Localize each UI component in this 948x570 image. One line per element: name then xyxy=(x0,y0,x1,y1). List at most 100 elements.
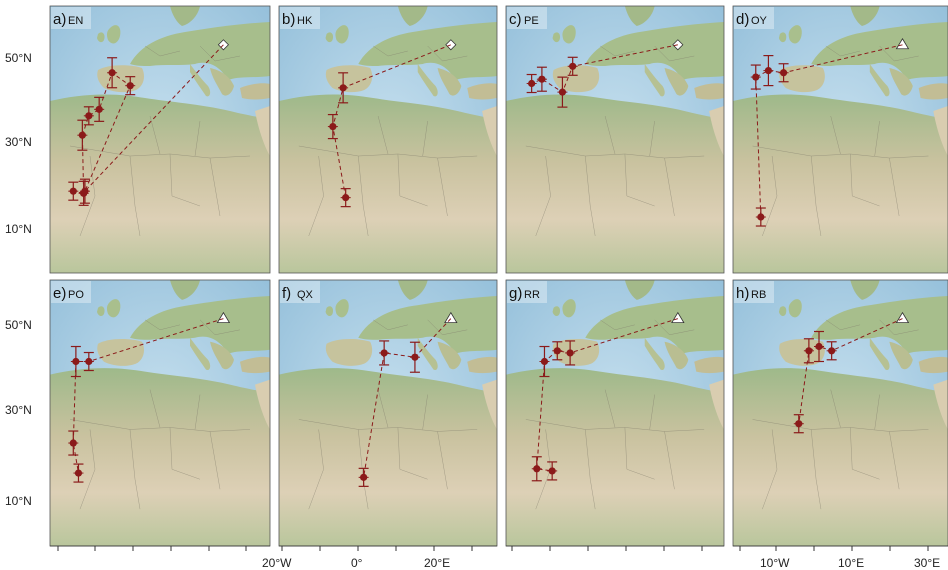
y-tick-label: 30°N xyxy=(5,403,32,417)
panel-letter: b) xyxy=(282,11,295,28)
stopover-point xyxy=(79,178,90,204)
panel-species-code: QX xyxy=(297,289,314,301)
panels-layer: a) EN b) HK c) PE d) OY e) PO f) QX g) RR h) RB xyxy=(49,5,948,547)
stopover-point xyxy=(68,430,79,456)
stopover-point xyxy=(83,351,94,372)
x-tick-label: 20°E xyxy=(424,556,450,570)
panel-letter: a) xyxy=(53,11,66,28)
panel-label: g) RR xyxy=(507,281,547,303)
panel-label: b) HK xyxy=(280,7,320,29)
panel-label: h) RB xyxy=(734,281,774,303)
panel-letter: c) xyxy=(509,11,522,28)
x-tick-label: 10°E xyxy=(838,556,864,570)
panel-label: e) PO xyxy=(51,281,91,303)
map-panel-rb: h) RB xyxy=(732,279,948,547)
map-background xyxy=(733,280,948,546)
panel-label: d) OY xyxy=(734,7,774,29)
breeding-site-diamond-icon xyxy=(672,39,684,51)
x-axis-ticks xyxy=(50,545,948,551)
stopover-point xyxy=(125,76,136,96)
x-tick-label: 0° xyxy=(351,556,363,570)
stopover-point xyxy=(340,188,351,208)
x-tick-label: 10°W xyxy=(760,556,790,570)
panel-label: a) EN xyxy=(51,7,91,29)
breeding-site-triangle-icon xyxy=(444,311,458,324)
map-panel-rr: g) RR xyxy=(505,279,725,547)
migration-route xyxy=(755,44,903,218)
x-axis-labels-col4: 10°W 10°E 30°E xyxy=(760,556,940,570)
panel-frame xyxy=(278,5,498,274)
stopover-point xyxy=(755,207,766,227)
stopover-point xyxy=(338,72,349,104)
panel-label: c) PE xyxy=(507,7,547,29)
y-tick-label: 50°N xyxy=(5,51,32,65)
stopover-point xyxy=(567,56,578,76)
stopover-point xyxy=(803,338,814,364)
y-axis-top: 50°N 30°N 10°N xyxy=(5,51,32,236)
map-panel-pe: c) PE xyxy=(505,5,725,274)
map-panel-en: a) EN xyxy=(49,5,271,274)
stopover-point xyxy=(68,181,79,201)
x-axis-labels-col2: 20°W 0° 20°E xyxy=(262,556,450,570)
y-tick-label: 10°N xyxy=(5,494,32,508)
stopover-point xyxy=(793,414,804,434)
x-tick-label: 20°W xyxy=(262,556,292,570)
stopover-point xyxy=(536,66,547,92)
stopover-point xyxy=(70,345,81,378)
breeding-site-triangle-icon xyxy=(895,37,910,50)
map-background xyxy=(279,280,497,546)
panel-frame xyxy=(49,5,271,274)
panel-letter: d) xyxy=(736,11,749,28)
stopover-point xyxy=(358,467,369,487)
map-background xyxy=(50,6,270,273)
panel-species-code: PE xyxy=(524,15,539,27)
stopover-point xyxy=(327,113,338,140)
panel-letter: f) xyxy=(282,285,291,302)
stopover-point xyxy=(539,345,550,378)
map-panel-po: e) PO xyxy=(49,279,271,547)
map-panel-qx: f) QX xyxy=(278,279,498,547)
panel-species-code: PO xyxy=(68,289,84,301)
stopover-point xyxy=(526,73,537,94)
panel-letter: g) xyxy=(509,285,522,302)
stopover-point xyxy=(763,54,774,87)
panel-letter: e) xyxy=(53,285,66,302)
y-tick-label: 30°N xyxy=(5,135,32,149)
map-background xyxy=(279,6,497,273)
y-tick-label: 50°N xyxy=(5,318,32,332)
stopover-point xyxy=(83,106,94,126)
migration-route xyxy=(73,44,224,194)
map-background xyxy=(506,280,724,546)
stopover-point xyxy=(565,340,576,366)
map-background xyxy=(506,6,724,273)
stopover-point xyxy=(552,341,563,361)
panel-species-code: RB xyxy=(751,289,766,301)
stopover-point xyxy=(73,463,84,483)
stopover-point xyxy=(750,64,761,90)
panel-frame xyxy=(505,5,725,274)
stopover-point xyxy=(379,340,390,366)
panel-letter: h) xyxy=(736,285,749,302)
breeding-site-triangle-icon xyxy=(671,311,685,324)
map-panel-oy: d) OY xyxy=(732,5,948,274)
panel-species-code: OY xyxy=(751,15,768,27)
stopover-point xyxy=(94,96,105,122)
breeding-site-triangle-icon xyxy=(216,311,231,324)
y-tick-label: 10°N xyxy=(5,222,32,236)
migration-route xyxy=(332,44,451,198)
panel-frame xyxy=(732,5,948,274)
map-panel-hk: b) HK xyxy=(278,5,498,274)
map-background xyxy=(50,280,270,546)
stopover-point xyxy=(826,341,837,361)
stopover-point xyxy=(531,456,542,482)
stopover-point xyxy=(107,57,118,89)
stopover-point xyxy=(77,119,88,151)
y-axis-bottom: 50°N 30°N 10°N xyxy=(5,318,32,508)
panel-species-code: EN xyxy=(68,15,83,27)
breeding-site-diamond-icon xyxy=(445,39,457,51)
x-tick-label: 30°E xyxy=(914,556,940,570)
panel-species-code: RR xyxy=(524,289,540,301)
stopover-point xyxy=(778,63,789,83)
panel-label: f) QX xyxy=(280,281,320,303)
